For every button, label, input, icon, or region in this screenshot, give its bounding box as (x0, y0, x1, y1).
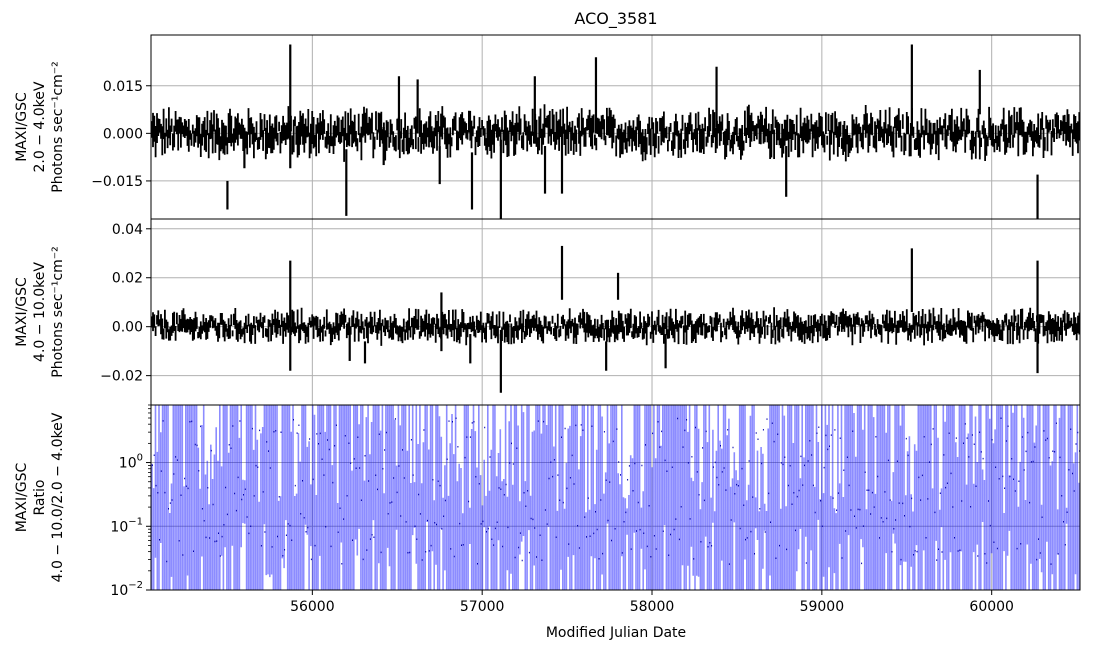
xtick-label-4: 60000 (969, 599, 1014, 615)
ytick-label-hard-2: 0.00 (112, 320, 143, 336)
xtick-label-1: 57000 (460, 599, 505, 615)
ytick-label-ratio-0: 100 (119, 453, 143, 472)
panel-ratio: 100 10−1 10−2 MAXI/GSC Ratio 4.0 − 10.0/2.0 −… (14, 404, 1081, 599)
ylabel-ratio-line0: MAXI/GSC (14, 462, 30, 532)
ytick-label-hard-3: −0.02 (100, 369, 143, 385)
panel-soft-band: 0.015 0.000 −0.015 MAXI/GSC 2.0 − 4.0keV Phot… (14, 34, 1081, 220)
ytick-label-soft-0: 0.015 (103, 79, 143, 95)
ylabel-soft-line0: MAXI/GSC (14, 92, 30, 162)
x-axis: 56000 57000 58000 59000 60000 (290, 590, 1014, 615)
errorbars-ratio (151, 405, 1080, 590)
frame-ratio (150, 404, 1081, 591)
ylabel-hard-line1: 4.0 − 10.0keV (32, 262, 48, 362)
ylabel-ratio-line1: Ratio (32, 480, 48, 516)
xtick-label-0: 56000 (290, 599, 335, 615)
points-ratio (151, 417, 1080, 565)
xtick-label-2: 58000 (630, 599, 675, 615)
errorbars-soft (151, 104, 1080, 162)
x-axis-title: Modified Julian Date (546, 625, 686, 641)
ylabel-soft-line2: Photons sec⁻¹cm⁻² (50, 61, 66, 193)
panel-hard-band: 0.04 0.02 0.00 −0.02 MAXI/GSC 4.0 − 10.0keV Ph… (14, 218, 1081, 406)
ytick-label-soft-1: 0.000 (103, 126, 143, 142)
data-ratio (151, 405, 1080, 590)
ylabel-ratio-line2: 4.0 − 10.0/2.0 − 4.0keV (50, 412, 66, 582)
ytick-label-soft-2: −0.015 (91, 174, 143, 190)
data-hard (151, 245, 1080, 393)
errorbars-hard (151, 307, 1080, 346)
ytick-label-ratio-1: 10−1 (110, 516, 143, 535)
ylabel-hard-line0: MAXI/GSC (14, 277, 30, 347)
chart-title: ACO_3581 (574, 9, 657, 29)
ytick-label-hard-1: 0.02 (112, 271, 143, 287)
ytick-label-ratio-2: 10−2 (110, 580, 143, 599)
xtick-label-3: 59000 (800, 599, 845, 615)
data-soft (151, 44, 1080, 219)
ylabel-soft-line1: 2.0 − 4.0keV (32, 81, 48, 172)
ylabel-hard-line2: Photons sec⁻¹cm⁻² (50, 246, 66, 378)
ytick-label-hard-0: 0.04 (112, 222, 143, 238)
